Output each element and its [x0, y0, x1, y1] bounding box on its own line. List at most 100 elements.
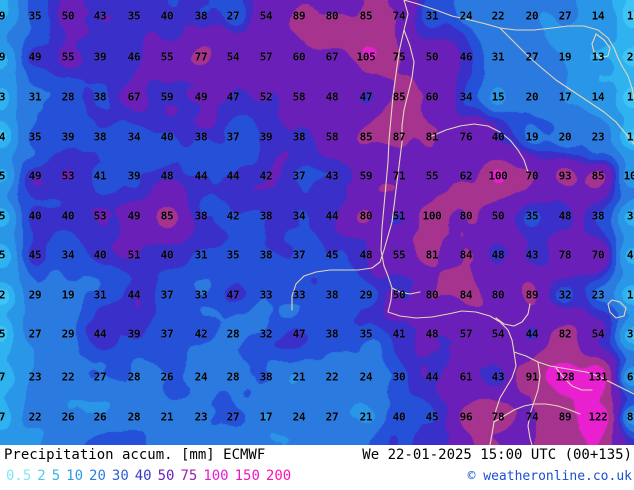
grid-value: 80 [459, 209, 473, 223]
grid-value: 100 [422, 209, 442, 223]
grid-value: 49 [127, 209, 141, 223]
grid-value: 38 [194, 209, 208, 223]
grid-value: 80 [491, 288, 505, 302]
grid-value: 40 [160, 248, 174, 262]
grid-value: 76 [459, 130, 473, 144]
copyright-notice: © weatheronline.co.uk [467, 469, 632, 484]
grid-value: 85 [591, 169, 605, 183]
grid-value: 43 [93, 9, 107, 23]
grid-value: 5 [0, 169, 6, 183]
grid-value: 3 [626, 327, 634, 341]
grid-value: 1 [626, 288, 634, 302]
grid-value: 54 [259, 9, 273, 23]
grid-value: 44 [325, 209, 339, 223]
grid-value: 45 [325, 248, 339, 262]
grid-value: 50 [392, 288, 406, 302]
grid-value: 40 [160, 130, 174, 144]
coastline-overlay [291, 0, 634, 445]
grid-value: 80 [425, 288, 439, 302]
grid-value: 55 [392, 248, 406, 262]
grid-value: 22 [491, 9, 505, 23]
grid-value: 5 [0, 248, 6, 262]
grid-value: 49 [28, 50, 42, 64]
grid-value: 80 [359, 209, 373, 223]
grid-value: 30 [392, 370, 406, 384]
grid-value: 4 [0, 130, 6, 144]
grid-value: 48 [160, 169, 174, 183]
grid-value: 5 [0, 209, 6, 223]
grid-value: 44 [93, 327, 107, 341]
grid-value: 77 [194, 50, 208, 64]
grid-value-labels: 9 35 50 43 35 40 38 27 54 89 80 85 74 31 24 22 20 27 14 1 9 4… [0, 9, 634, 424]
grid-value: 14 [591, 90, 605, 104]
grid-value: 8 [626, 410, 634, 424]
grid-value: 44 [226, 169, 240, 183]
grid-value: 40 [28, 209, 42, 223]
grid-value: 41 [392, 327, 406, 341]
grid-value: 47 [292, 327, 306, 341]
grid-value: 24 [194, 370, 208, 384]
coastline-path [607, 299, 627, 319]
precipitation-field-canvas[interactable] [0, 0, 634, 445]
grid-value: 40 [61, 209, 75, 223]
grid-value: 31 [491, 50, 505, 64]
grid-value: 91 [525, 370, 539, 384]
grid-value: 57 [259, 50, 273, 64]
grid-value: 89 [525, 288, 539, 302]
grid-value: 35 [127, 9, 141, 23]
grid-value: 17 [558, 90, 572, 104]
precipitation-map[interactable]: 9 35 50 43 35 40 38 27 54 89 80 85 74 31 24 22 20 27 14 1 9 4… [0, 0, 634, 445]
grid-value: 38 [194, 9, 208, 23]
grid-value: 35 [28, 130, 42, 144]
coastline-path [380, 0, 409, 313]
grid-value: 62 [459, 169, 473, 183]
grid-value: 34 [127, 130, 141, 144]
grid-value: 74 [392, 9, 406, 23]
scale-tick-30: 30 [111, 468, 129, 484]
grid-value: 28 [127, 370, 141, 384]
grid-value: 3 [626, 209, 634, 223]
grid-value: 52 [259, 90, 273, 104]
coastline-path [461, 310, 515, 353]
scale-tick-0.5: 0.5 [6, 468, 32, 484]
grid-value: 20 [525, 90, 539, 104]
grid-value: 85 [359, 130, 373, 144]
grid-value: 33 [292, 288, 306, 302]
grid-value: 19 [61, 288, 75, 302]
grid-value: 26 [160, 370, 174, 384]
grid-value: 23 [28, 370, 42, 384]
grid-value: 53 [93, 209, 107, 223]
grid-value: 81 [425, 130, 439, 144]
grid-value: 26 [93, 410, 107, 424]
grid-value: 19 [525, 130, 539, 144]
grid-value: 67 [127, 90, 141, 104]
grid-value: 23 [591, 130, 605, 144]
grid-value: 82 [558, 327, 572, 341]
coastline-path [493, 403, 581, 423]
coastline-path [391, 287, 421, 295]
grid-value: 28 [226, 370, 240, 384]
grid-value: 38 [194, 130, 208, 144]
scale-tick-10: 10 [66, 468, 84, 484]
coastline-path [495, 303, 531, 327]
scale-tick-200: 200 [265, 468, 292, 484]
grid-value: 38 [292, 130, 306, 144]
grid-value: 43 [525, 248, 539, 262]
grid-value: 32 [558, 288, 572, 302]
grid-value: 46 [459, 50, 473, 64]
grid-value: 81 [425, 248, 439, 262]
grid-value: 35 [525, 209, 539, 223]
grid-value: 74 [525, 410, 539, 424]
grid-value: 27 [525, 50, 539, 64]
grid-value: 71 [392, 169, 406, 183]
grid-value: 40 [392, 410, 406, 424]
grid-value: 40 [93, 248, 107, 262]
grid-value: 75 [392, 50, 406, 64]
grid-value: 31 [93, 288, 107, 302]
grid-value: 47 [226, 288, 240, 302]
grid-value: 23 [194, 410, 208, 424]
scale-tick-50: 50 [157, 468, 175, 484]
grid-value: 54 [226, 50, 240, 64]
color-scale-legend: 0.5 2 5 10 20 30 40 50 75 100 150 200 [6, 468, 291, 484]
